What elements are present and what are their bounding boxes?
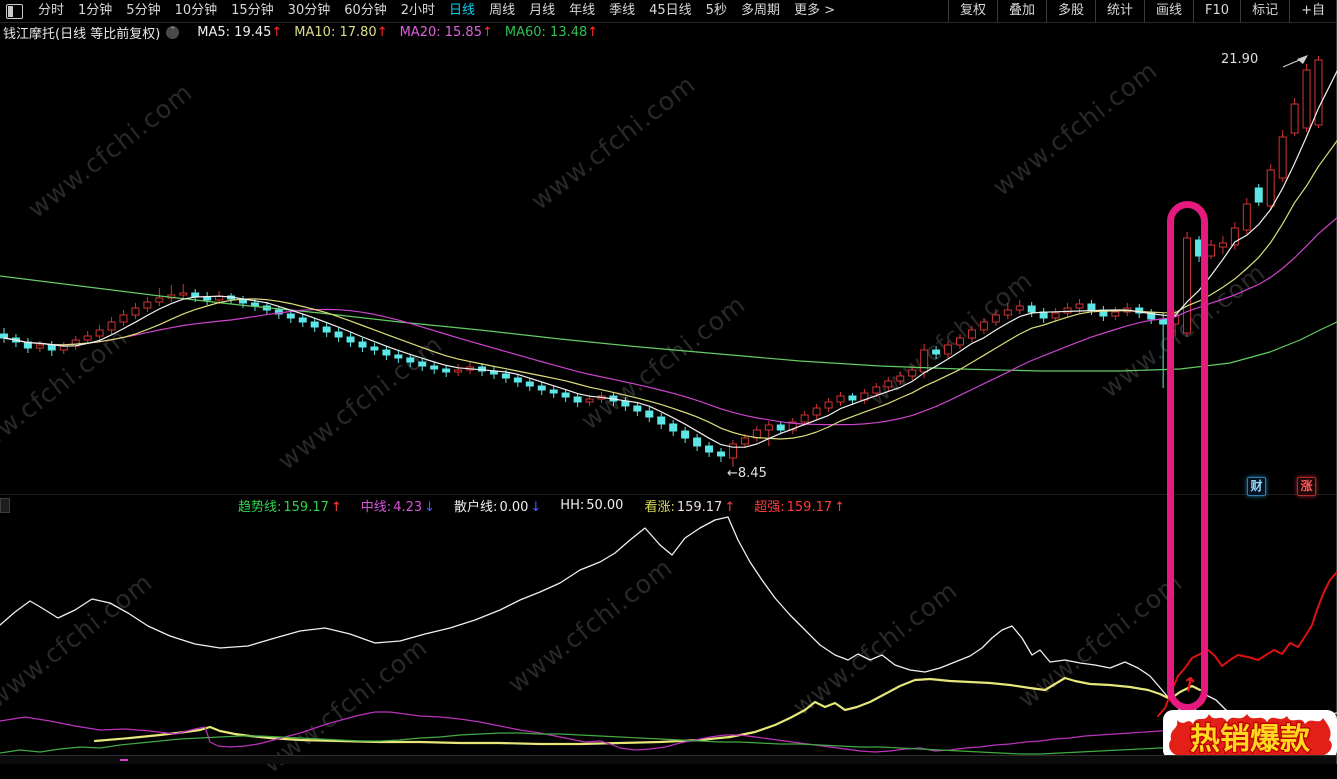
ma-legend-item: MA5: 19.45↑ (197, 25, 283, 40)
indicator-value: 看涨: 159.17 ↑ (644, 500, 736, 515)
period-item[interactable]: 45日线 (649, 3, 692, 18)
status-tick (120, 759, 128, 761)
panel-toggle-icon[interactable] (6, 3, 23, 19)
flame-shape (1169, 714, 1332, 756)
ma-legend-item: MA60: 13.48↑ (504, 25, 599, 40)
tool-item[interactable]: F10 (1193, 0, 1240, 22)
indicator-value: HH: 50.00 (560, 498, 624, 513)
tool-item[interactable]: 复权 (947, 0, 997, 22)
indicator-value: 中线: 4.23 ↓ (360, 500, 436, 515)
period-item[interactable]: 分时 (38, 3, 65, 18)
cai-signal-badge[interactable]: 财 (1247, 477, 1266, 496)
period-item[interactable]: 多周期 (740, 3, 780, 18)
hot-sale-badge[interactable]: 热销爆款 (1163, 706, 1337, 762)
title-row: 钱江摩托(日线 等比前复权) ˇ MA5: 19.45↑ MA10: 17.80↑… (0, 23, 598, 42)
tool-item[interactable]: 统计 (1095, 0, 1144, 22)
chevron-down-icon[interactable]: ˇ (166, 26, 180, 39)
panel-splitter-handle[interactable] (0, 498, 10, 513)
indicator-value: 趋势线: 159.17 ↑ (238, 500, 342, 515)
period-item[interactable]: 15分钟 (231, 3, 274, 18)
period-item[interactable]: 1分钟 (78, 3, 113, 18)
period-item[interactable]: 更多 > (793, 3, 835, 18)
indicator-row: 趋势线: 159.17 ↑ 中线: 4.23 ↓ 散户线: 0.00 ↓ HH: 50.00 看涨: 1… (0, 494, 1336, 516)
period-item[interactable]: 10分钟 (174, 3, 218, 18)
ma-legend-item: MA20: 15.85↑ (399, 25, 493, 40)
period-item[interactable]: 60分钟 (344, 3, 387, 18)
tool-item[interactable]: 多股 (1046, 0, 1095, 22)
ma-legend-item: MA10: 17.80↑ (294, 25, 388, 40)
high-price-label: 21.90 (1221, 52, 1259, 67)
stock-title: 钱江摩托(日线 等比前复权) (3, 27, 161, 42)
zhang-signal-badge[interactable]: 涨 (1297, 477, 1316, 496)
period-item[interactable]: 5分钟 (126, 3, 161, 18)
badge-text: 热销爆款 (1190, 722, 1311, 757)
tool-item[interactable]: 画线 (1144, 0, 1193, 22)
tool-item[interactable]: 叠加 (996, 0, 1046, 22)
period-item[interactable]: 日线 (449, 3, 476, 18)
ma-legend: MA5: 19.45↑ MA10: 17.80↑ MA20: 15.85↑ MA60:… (185, 25, 598, 40)
status-bar[interactable] (0, 755, 1336, 764)
tool-item[interactable]: +自 (1289, 0, 1336, 22)
toolbar: 分时 1分钟 5分钟 10分钟 15分钟 30分钟 60分钟 2小时 日线 周线 月线 年线 季线 45日… (0, 0, 1336, 23)
period-item[interactable]: 季线 (609, 3, 636, 18)
period-item[interactable]: 5秒 (705, 3, 727, 18)
tools-menu: 复权 叠加 多股 统计 画线 F10 标记 +自 (947, 0, 1336, 22)
indicator-value: 超强: 159.17 ↑ (754, 500, 846, 515)
period-item[interactable]: 周线 (489, 3, 516, 18)
tool-item[interactable]: 标记 (1240, 0, 1289, 22)
period-item[interactable]: 2小时 (400, 3, 436, 18)
period-menu: 分时 1分钟 5分钟 10分钟 15分钟 30分钟 60分钟 2小时 日线 周线 月线 年线 季线 45日… (0, 0, 948, 22)
low-price-label: ←8.45 (727, 466, 767, 481)
period-item[interactable]: 年线 (569, 3, 596, 18)
highlight-annotation-box (1167, 201, 1208, 711)
period-item[interactable]: 30分钟 (287, 3, 331, 18)
indicator-value: 散户线: 0.00 ↓ (454, 500, 542, 515)
period-item[interactable]: 月线 (529, 3, 556, 18)
